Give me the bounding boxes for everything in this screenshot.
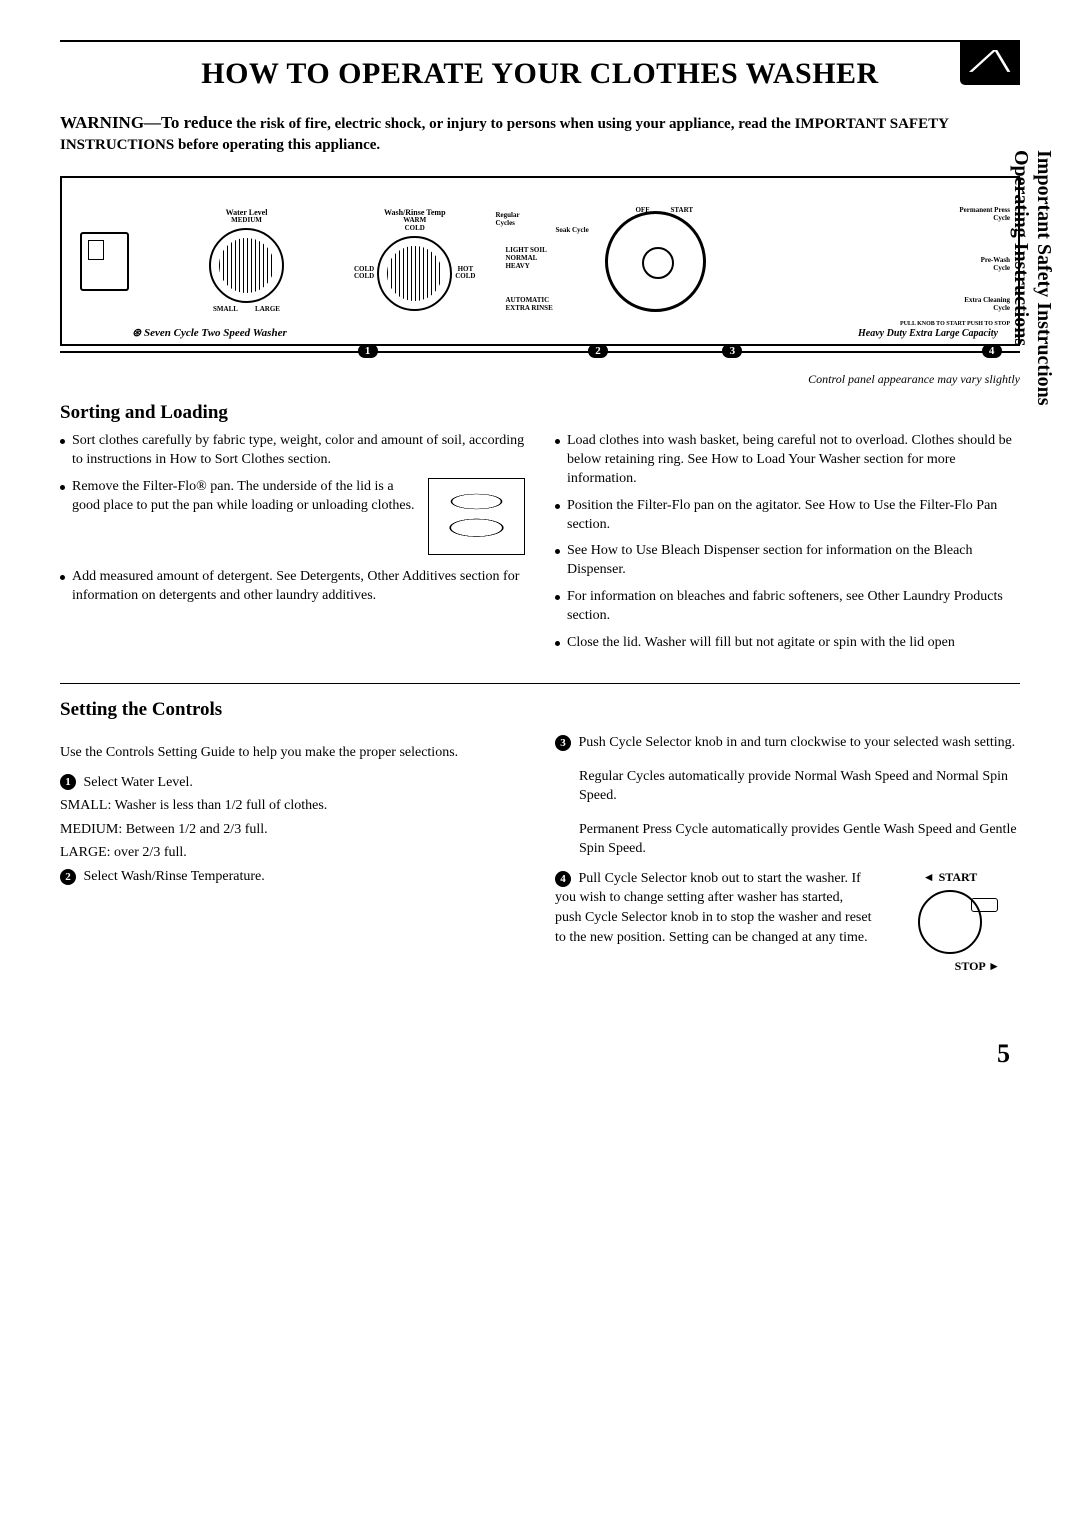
step-3-text: Push Cycle Selector knob in and turn clo… (579, 735, 1016, 750)
setting-large: LARGE: over 2/3 full. (60, 843, 525, 863)
num-bullet-2: 2 (60, 869, 76, 885)
marker-2: 2 (588, 344, 608, 358)
cycle-soak: Soak Cycle (555, 226, 588, 234)
temp-right: HOT COLD (455, 266, 475, 281)
panel-caption: Control panel appearance may vary slight… (60, 372, 1020, 387)
step-2: 2 Select Wash/Rinse Temperature. (60, 867, 525, 887)
top-rule (60, 40, 1020, 42)
list-item: See How to Use Bleach Dispenser section … (555, 542, 1020, 580)
filter-flo-illustration (428, 478, 525, 555)
setting-heading: Setting the Controls (60, 699, 1020, 721)
water-level-small: SMALL (213, 305, 238, 313)
cycle-regular: Regular Cycles (495, 211, 519, 227)
warning-lead: WARNING—To reduce (60, 113, 232, 132)
marker-1: 1 (358, 344, 378, 358)
brand-logo: ⟋⟍ (960, 40, 1020, 85)
step-4-block: START STOP 4 Pull Cycle Selector knob ou… (555, 869, 1020, 980)
marker-row: 1 2 3 4 (60, 351, 1020, 367)
page-number: 5 (60, 1039, 1020, 1069)
list-item-text: Remove the Filter-Flo® pan. The undersid… (72, 479, 415, 513)
page-title: HOW TO OPERATE YOUR CLOTHES WASHER (60, 57, 1020, 91)
list-item: Close the lid. Washer will fill but not … (555, 634, 1020, 653)
cycle-pull-text: PULL KNOB TO START PUSH TO STOP (900, 321, 1010, 327)
cycle-soil: LIGHT SOIL NORMAL HEAVY (505, 246, 546, 270)
model-line: ⊛ Seven Cycle Two Speed Washer (132, 326, 287, 339)
control-panel-diagram: Water Level MEDIUM SMALL LARGE Wash/Rins… (60, 176, 1020, 346)
temp-dial: Wash/Rinse Temp WARM COLD COLD COLD HOT … (354, 208, 475, 313)
cycle-auto: AUTOMATIC EXTRA RINSE (505, 296, 552, 312)
step-4-text: Pull Cycle Selector knob out to start th… (555, 871, 871, 945)
sorting-right-list: Load clothes into wash basket, being car… (555, 432, 1020, 653)
temp-top: WARM COLD (354, 217, 475, 232)
step-3: 3 Push Cycle Selector knob in and turn c… (555, 733, 1020, 753)
temp-left: COLD COLD (354, 266, 374, 281)
knob-stop-label: STOP (880, 958, 1020, 975)
water-level-large: LARGE (255, 305, 280, 313)
list-item: For information on bleaches and fabric s… (555, 588, 1020, 626)
water-level-dial: Water Level MEDIUM SMALL LARGE (209, 208, 284, 313)
num-bullet-3: 3 (555, 735, 571, 751)
list-item: Position the Filter-Flo pan on the agita… (555, 497, 1020, 535)
dial-icon (209, 228, 284, 303)
list-item: Load clothes into wash basket, being car… (555, 432, 1020, 489)
capacity-line: Heavy Duty Extra Large Capacity (858, 328, 998, 339)
cycle-extra: Extra Cleaning Cycle (964, 296, 1010, 312)
dial-icon (377, 236, 452, 311)
marker-3: 3 (722, 344, 742, 358)
step-3a: Regular Cycles automatically provide Nor… (579, 767, 1020, 806)
step-1: 1 Select Water Level. (60, 773, 525, 793)
knob-circle-icon (918, 890, 982, 954)
cycle-start: START (670, 206, 693, 214)
list-item: Remove the Filter-Flo® pan. The undersid… (60, 478, 525, 560)
step-3b: Permanent Press Cycle automatically prov… (579, 820, 1020, 859)
side-tab-safety: Important Safety Instructions (1032, 150, 1055, 406)
cycle-selector-dial: Regular Cycles Soak Cycle OFF START Perm… (495, 211, 1010, 312)
marker-4: 4 (982, 344, 1002, 358)
num-bullet-1: 1 (60, 774, 76, 790)
knob-illustration: START STOP (880, 869, 1020, 975)
sorting-heading: Sorting and Loading (60, 402, 1020, 424)
num-bullet-4: 4 (555, 871, 571, 887)
list-item: Add measured amount of detergent. See De… (60, 568, 525, 606)
cycle-perm: Permanent Press Cycle (959, 206, 1010, 222)
setting-small: SMALL: Washer is less than 1/2 full of c… (60, 796, 525, 816)
setting-intro: Use the Controls Setting Guide to help y… (60, 743, 525, 763)
display-icon (80, 232, 129, 291)
list-item: Sort clothes carefully by fabric type, w… (60, 432, 525, 470)
warning-text: WARNING—To reduce the risk of fire, elec… (60, 111, 1020, 156)
setting-medium: MEDIUM: Between 1/2 and 2/3 full. (60, 820, 525, 840)
step-2-text: Select Wash/Rinse Temperature. (84, 869, 265, 884)
sorting-left-list: Sort clothes carefully by fabric type, w… (60, 432, 525, 606)
big-dial-icon (605, 211, 706, 312)
model-text: Seven Cycle Two Speed Washer (144, 327, 287, 339)
step-1-text: Select Water Level. (84, 775, 193, 790)
knob-start-label: START (880, 869, 1020, 886)
water-level-medium: MEDIUM (209, 217, 284, 225)
section-divider (60, 683, 1020, 684)
cycle-prewash: Pre-Wash Cycle (981, 256, 1010, 272)
